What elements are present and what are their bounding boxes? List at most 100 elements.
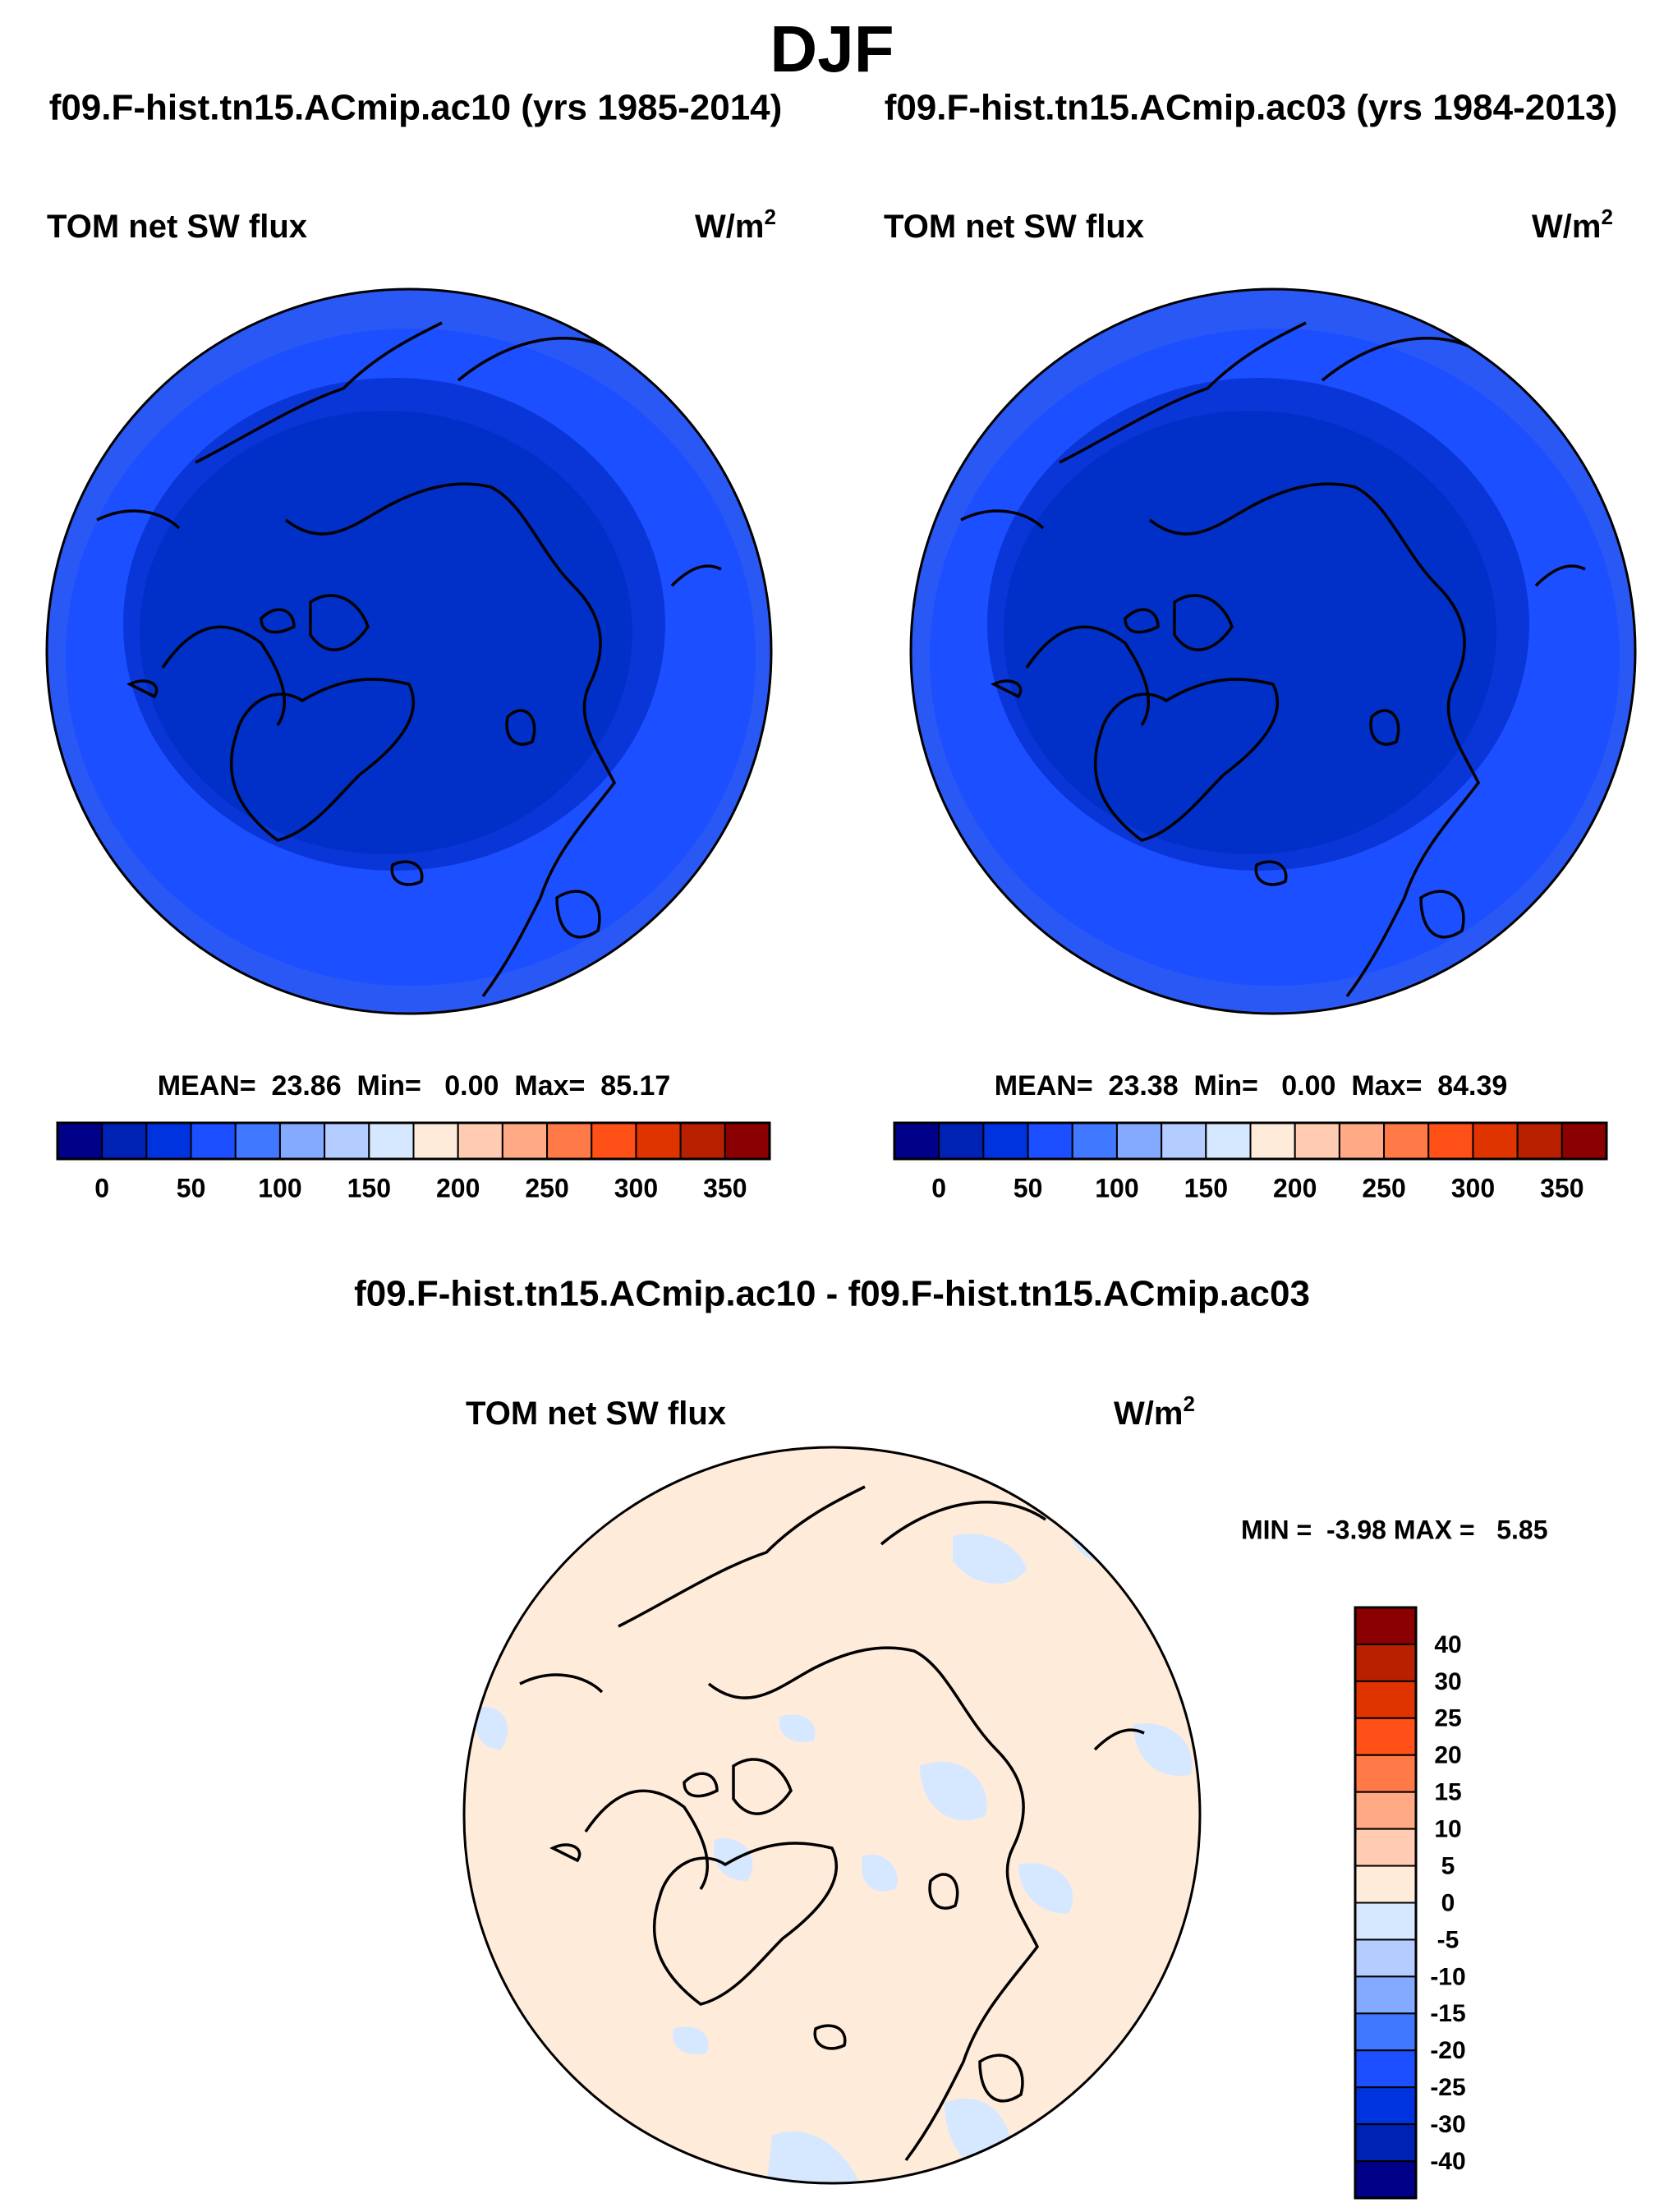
colorbar-box (1354, 1754, 1417, 1793)
case-right-title: f09.F-hist.tn15.ACmip.ac03 (yrs 1984-201… (885, 88, 1618, 128)
colorbar-tick-label: -20 (1430, 2037, 1465, 2064)
colorbar-box (1354, 1791, 1417, 1830)
colorbar-box (938, 1122, 985, 1160)
colorbar-tick-label: 50 (1014, 1173, 1043, 1203)
colorbar-box (1294, 1122, 1340, 1160)
colorbar-box (101, 1122, 148, 1160)
colorbar: 40 30 25 20 15 10 5 0 -5 -10 -15 -20 -25 -30 -40 (1354, 1606, 1466, 2200)
panel-units: W/m2 (1532, 205, 1613, 245)
colorbar-box (1354, 1938, 1417, 1978)
colorbar-box (982, 1122, 1029, 1160)
colorbar-box (1354, 1975, 1417, 2015)
colorbar-tick-label: 250 (1362, 1173, 1405, 1203)
polar-map (464, 1447, 1200, 2183)
colorbar-box (1115, 1122, 1163, 1160)
colorbar-box (1354, 1828, 1417, 1867)
colorbar-tick-label: -25 (1430, 2074, 1465, 2101)
colorbar-box (412, 1122, 459, 1160)
colorbar-box (1354, 1902, 1417, 1941)
colorbar-tick-label: 30 (1434, 1668, 1461, 1695)
colorbar-box (1354, 1643, 1417, 1682)
colorbar-tick-label: 15 (1434, 1779, 1461, 1806)
colorbar-box (1354, 1680, 1417, 1719)
colorbar-tick-label: 0 (1441, 1889, 1455, 1916)
colorbar-box (1354, 1865, 1417, 1904)
colorbar-tick-label: 0 (94, 1173, 109, 1203)
colorbar-tick-label: 350 (1540, 1173, 1584, 1203)
colorbar-box (1354, 2160, 1417, 2199)
stats-text: MEAN= 23.38 Min= 0.00 Max= 84.39 (995, 1070, 1508, 1101)
main-title: DJF (770, 12, 894, 85)
colorbar-box (1561, 1122, 1607, 1160)
colorbar-tick-label: 250 (525, 1173, 568, 1203)
colorbar-tick-label: 300 (614, 1173, 658, 1203)
colorbar-tick-label: 300 (1451, 1173, 1495, 1203)
colorbar-box (1516, 1122, 1563, 1160)
colorbar-box (1354, 2086, 1417, 2126)
colorbar-box (635, 1122, 682, 1160)
colorbar-box (1338, 1122, 1386, 1160)
colorbar-box (724, 1122, 770, 1160)
panel-left: TOM net SW flux W/m2 MEAN= 23.86 Min= 0.… (45, 205, 776, 1203)
colorbar-box (1071, 1122, 1118, 1160)
panel-right: TOM net SW flux W/m2 MEAN= 23.38 Min= 0.… (884, 205, 1637, 1203)
colorbar-box (1161, 1122, 1207, 1160)
panel-variable: TOM net SW flux (884, 209, 1144, 245)
colorbar-box (1027, 1122, 1073, 1160)
panel-variable: TOM net SW flux (47, 209, 307, 245)
colorbar-box (457, 1122, 503, 1160)
colorbar-box (1354, 2012, 1417, 2052)
colorbar-frame (893, 1121, 1608, 1161)
colorbar-box (368, 1122, 415, 1160)
colorbar-box (1383, 1122, 1430, 1160)
colorbar-tick-label: 50 (177, 1173, 206, 1203)
colorbar-box (501, 1122, 549, 1160)
panel-diff: TOM net SW flux W/m2 MIN = -3.98 MAX = (462, 1391, 1547, 2200)
colorbar-box (679, 1122, 726, 1160)
colorbar-box (57, 1122, 103, 1160)
panel-variable: TOM net SW flux (466, 1396, 726, 1432)
colorbar-tick-label: 10 (1434, 1816, 1461, 1843)
minmax-text: MIN = -3.98 MAX = 5.85 (1241, 1515, 1547, 1544)
colorbar-box (1354, 1607, 1417, 1645)
colorbar-tick-label: 20 (1434, 1742, 1461, 1769)
colorbar-tick-label: -30 (1430, 2111, 1465, 2138)
colorbar-tick-label: 25 (1434, 1705, 1461, 1732)
map-border (462, 1446, 1202, 2185)
panel-units: W/m2 (1114, 1391, 1195, 1432)
colorbar-tick-label: 40 (1434, 1631, 1461, 1658)
colorbar-box (591, 1122, 637, 1160)
polar-map (47, 289, 771, 1014)
colorbar: 0 50 100 150 200 250 300 350 (56, 1121, 771, 1203)
colorbar-box (1205, 1122, 1252, 1160)
polar-map (911, 289, 1635, 1014)
colorbar-box (546, 1122, 593, 1160)
colorbar-box (894, 1122, 940, 1160)
map-border (909, 287, 1637, 1015)
colorbar-tick-label: 350 (703, 1173, 747, 1203)
colorbar-tick-label: 150 (347, 1173, 391, 1203)
colorbar-box (1472, 1122, 1519, 1160)
colorbar-box (190, 1122, 237, 1160)
colorbar-box (278, 1122, 326, 1160)
map-border (45, 287, 773, 1015)
colorbar: 0 50 100 150 200 250 300 350 (893, 1121, 1608, 1203)
panel-units: W/m2 (695, 205, 776, 245)
colorbar-tick-label: 5 (1441, 1852, 1455, 1879)
colorbar-tick-label: 200 (1273, 1173, 1317, 1203)
stats-text: MEAN= 23.86 Min= 0.00 Max= 85.17 (158, 1070, 671, 1101)
colorbar-tick-label: 150 (1184, 1173, 1228, 1203)
colorbar-box (234, 1122, 281, 1160)
colorbar-frame (1354, 1606, 1418, 2200)
colorbar-tick-label: -5 (1437, 1926, 1459, 1953)
colorbar-tick-label: 100 (1095, 1173, 1138, 1203)
colorbar-box (1427, 1122, 1474, 1160)
colorbar-box (1354, 1717, 1417, 1756)
case-left-title: f09.F-hist.tn15.ACmip.ac10 (yrs 1985-201… (49, 88, 783, 128)
colorbar-tick-label: -10 (1430, 1963, 1465, 1990)
colorbar-box (1354, 2049, 1417, 2089)
colorbar-tick-label: 0 (931, 1173, 946, 1203)
colorbar-box (1249, 1122, 1296, 1160)
colorbar-tick-label: -40 (1430, 2148, 1465, 2175)
